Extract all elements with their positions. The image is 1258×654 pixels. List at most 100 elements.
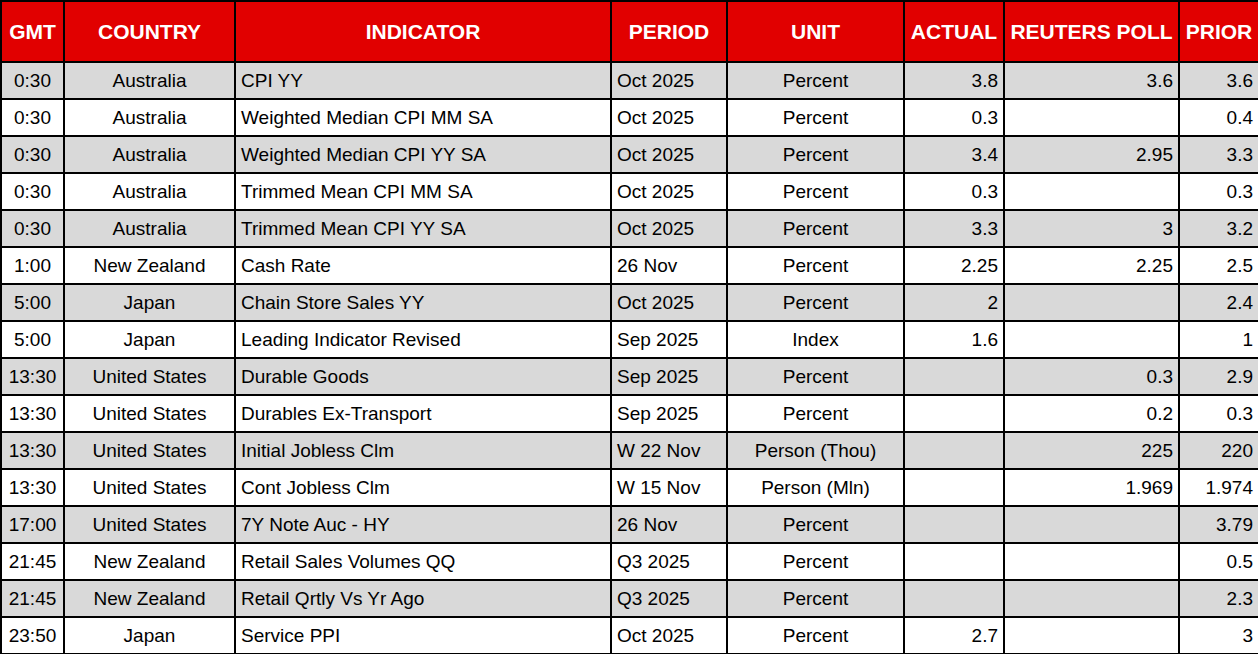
cell-country: Japan	[64, 321, 235, 358]
cell-reuters_poll: 0.3	[1004, 358, 1179, 395]
cell-unit: Percent	[727, 99, 904, 136]
table-row: 23:50JapanService PPIOct 2025Percent2.73	[1, 617, 1258, 654]
cell-country: Australia	[64, 210, 235, 247]
cell-unit: Percent	[727, 210, 904, 247]
cell-prior: 2.5	[1179, 247, 1258, 284]
cell-reuters_poll: 3	[1004, 210, 1179, 247]
cell-indicator: Weighted Median CPI YY SA	[235, 136, 611, 173]
column-header-actual: ACTUAL	[904, 1, 1004, 62]
cell-actual	[904, 395, 1004, 432]
column-header-unit: UNIT	[727, 1, 904, 62]
economic-calendar-table: GMTCOUNTRYINDICATORPERIODUNITACTUALREUTE…	[0, 0, 1258, 654]
cell-period: W 15 Nov	[611, 469, 727, 506]
table-row: 13:30United StatesDurables Ex-TransportS…	[1, 395, 1258, 432]
cell-unit: Percent	[727, 62, 904, 99]
table-row: 13:30United StatesDurable GoodsSep 2025P…	[1, 358, 1258, 395]
cell-unit: Person (Thou)	[727, 432, 904, 469]
cell-country: New Zealand	[64, 543, 235, 580]
cell-gmt: 21:45	[1, 580, 64, 617]
cell-reuters_poll: 2.95	[1004, 136, 1179, 173]
column-header-prior: PRIOR	[1179, 1, 1258, 62]
table-body: 0:30AustraliaCPI YYOct 2025Percent3.83.6…	[1, 62, 1258, 654]
cell-actual	[904, 543, 1004, 580]
cell-gmt: 0:30	[1, 210, 64, 247]
cell-prior: 3.2	[1179, 210, 1258, 247]
cell-period: Oct 2025	[611, 136, 727, 173]
cell-prior: 3.79	[1179, 506, 1258, 543]
cell-country: Australia	[64, 99, 235, 136]
cell-reuters_poll: 2.25	[1004, 247, 1179, 284]
cell-country: Japan	[64, 284, 235, 321]
cell-actual: 3.4	[904, 136, 1004, 173]
cell-unit: Percent	[727, 543, 904, 580]
cell-actual: 3.8	[904, 62, 1004, 99]
table-row: 0:30AustraliaWeighted Median CPI MM SAOc…	[1, 99, 1258, 136]
cell-gmt: 0:30	[1, 62, 64, 99]
cell-period: Oct 2025	[611, 210, 727, 247]
cell-actual: 2	[904, 284, 1004, 321]
cell-indicator: Weighted Median CPI MM SA	[235, 99, 611, 136]
cell-actual: 3.3	[904, 210, 1004, 247]
cell-reuters_poll	[1004, 580, 1179, 617]
cell-country: Australia	[64, 173, 235, 210]
cell-gmt: 23:50	[1, 617, 64, 654]
cell-period: Oct 2025	[611, 99, 727, 136]
cell-gmt: 13:30	[1, 358, 64, 395]
table-row: 13:30United StatesInitial Jobless ClmW 2…	[1, 432, 1258, 469]
cell-gmt: 5:00	[1, 284, 64, 321]
cell-gmt: 0:30	[1, 99, 64, 136]
cell-indicator: Service PPI	[235, 617, 611, 654]
cell-prior: 1.974	[1179, 469, 1258, 506]
cell-period: 26 Nov	[611, 506, 727, 543]
cell-prior: 2.4	[1179, 284, 1258, 321]
table-row: 0:30AustraliaTrimmed Mean CPI MM SAOct 2…	[1, 173, 1258, 210]
cell-reuters_poll: 0.2	[1004, 395, 1179, 432]
cell-country: United States	[64, 395, 235, 432]
cell-gmt: 1:00	[1, 247, 64, 284]
cell-unit: Percent	[727, 136, 904, 173]
table-row: 0:30AustraliaWeighted Median CPI YY SAOc…	[1, 136, 1258, 173]
cell-reuters_poll	[1004, 173, 1179, 210]
cell-country: New Zealand	[64, 247, 235, 284]
cell-prior: 220	[1179, 432, 1258, 469]
column-header-period: PERIOD	[611, 1, 727, 62]
cell-indicator: Leading Indicator Revised	[235, 321, 611, 358]
cell-country: Japan	[64, 617, 235, 654]
cell-actual: 2.7	[904, 617, 1004, 654]
header-row: GMTCOUNTRYINDICATORPERIODUNITACTUALREUTE…	[1, 1, 1258, 62]
cell-indicator: CPI YY	[235, 62, 611, 99]
table-row: 0:30AustraliaTrimmed Mean CPI YY SAOct 2…	[1, 210, 1258, 247]
cell-indicator: Chain Store Sales YY	[235, 284, 611, 321]
cell-prior: 0.3	[1179, 395, 1258, 432]
cell-indicator: Durables Ex-Transport	[235, 395, 611, 432]
cell-indicator: Trimmed Mean CPI YY SA	[235, 210, 611, 247]
cell-actual	[904, 580, 1004, 617]
cell-prior: 0.5	[1179, 543, 1258, 580]
cell-indicator: Initial Jobless Clm	[235, 432, 611, 469]
cell-prior: 0.4	[1179, 99, 1258, 136]
cell-prior: 1	[1179, 321, 1258, 358]
cell-actual	[904, 469, 1004, 506]
cell-period: Oct 2025	[611, 284, 727, 321]
column-header-indicator: INDICATOR	[235, 1, 611, 62]
cell-indicator: Cash Rate	[235, 247, 611, 284]
cell-country: Australia	[64, 136, 235, 173]
cell-period: Sep 2025	[611, 358, 727, 395]
cell-unit: Index	[727, 321, 904, 358]
cell-reuters_poll	[1004, 321, 1179, 358]
cell-indicator: Trimmed Mean CPI MM SA	[235, 173, 611, 210]
cell-country: United States	[64, 469, 235, 506]
column-header-country: COUNTRY	[64, 1, 235, 62]
cell-gmt: 21:45	[1, 543, 64, 580]
cell-actual	[904, 358, 1004, 395]
cell-actual: 0.3	[904, 99, 1004, 136]
cell-country: United States	[64, 432, 235, 469]
cell-actual	[904, 506, 1004, 543]
cell-actual	[904, 432, 1004, 469]
cell-actual: 2.25	[904, 247, 1004, 284]
cell-gmt: 13:30	[1, 432, 64, 469]
cell-prior: 3.6	[1179, 62, 1258, 99]
table-row: 13:30United StatesCont Jobless ClmW 15 N…	[1, 469, 1258, 506]
table-row: 5:00JapanChain Store Sales YYOct 2025Per…	[1, 284, 1258, 321]
cell-indicator: 7Y Note Auc - HY	[235, 506, 611, 543]
